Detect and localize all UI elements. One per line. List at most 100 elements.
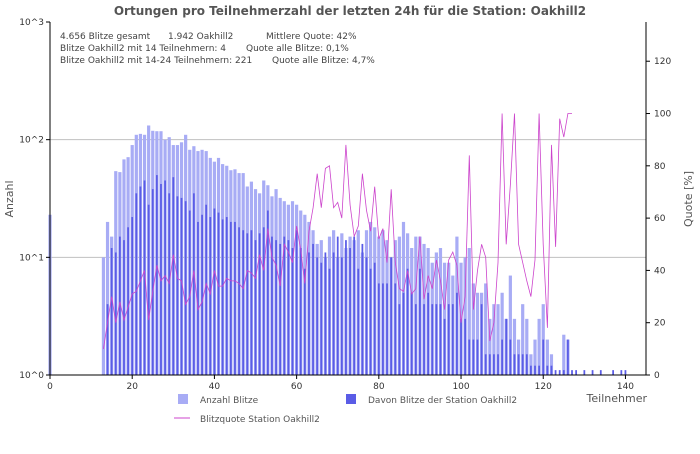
bar-station: [164, 180, 166, 375]
bar-station: [254, 240, 257, 375]
bar-station: [180, 197, 183, 375]
bar-total: [488, 318, 492, 375]
bar-station: [624, 370, 627, 375]
bar-station: [554, 370, 557, 375]
bar-station: [106, 304, 109, 375]
bar-station: [155, 175, 158, 375]
axes-layer: 0 20 40 60 80 100 120 140 10^0 10^1 10^2 10^3 0 20 40 6…: [19, 18, 671, 392]
y-tick-label: 10^2: [19, 136, 44, 146]
bar-station: [447, 304, 450, 375]
bar-station: [394, 283, 397, 375]
bar-station: [271, 236, 273, 375]
x-tick-label: 120: [535, 382, 552, 392]
bar-station: [266, 210, 269, 375]
chart-title: Ortungen pro Teilnehmerzahl der letzten …: [114, 4, 586, 18]
bar-station: [312, 243, 314, 375]
bar-station: [476, 339, 479, 375]
bar-station: [525, 354, 528, 375]
bar-station: [567, 339, 569, 375]
bar-station: [131, 217, 134, 375]
bar-station: [147, 204, 150, 375]
bar-station: [328, 268, 331, 375]
bar-station: [127, 227, 129, 375]
annotation-right: 1.942 Oakhill2: [168, 32, 233, 42]
bar-station: [439, 304, 442, 375]
annotation-right: Quote alle Blitze: 0,1%: [246, 44, 349, 54]
bar-station: [369, 268, 372, 375]
bar-station: [435, 304, 438, 375]
bar-station: [460, 318, 462, 375]
bar-station: [299, 248, 302, 375]
bar-total: [471, 283, 475, 375]
bar-station: [488, 354, 491, 375]
bar-station: [192, 193, 195, 375]
bar-station: [398, 304, 401, 375]
x-tick-label: 140: [617, 382, 634, 392]
x-tick-label: 40: [209, 382, 221, 392]
bar-station: [332, 252, 335, 375]
y2-tick-label: 20: [654, 319, 666, 329]
bar-station: [114, 252, 117, 375]
bar-station: [172, 177, 175, 375]
bar-station: [427, 292, 430, 375]
bar-station: [275, 240, 277, 375]
annotation-left: Blitze Oakhill2 mit 14-24 Teilnehmern: 2…: [60, 56, 252, 66]
x-tick-label: 20: [126, 382, 138, 392]
annotation-left: 4.656 Blitze gesamt: [60, 32, 151, 42]
bar-station: [229, 221, 232, 375]
bar-station: [538, 365, 541, 375]
bar-station: [591, 370, 594, 375]
bar-station: [402, 292, 405, 375]
bar-station: [123, 240, 125, 375]
bar-station: [501, 339, 504, 375]
y2-tick-label: 40: [654, 266, 666, 276]
x-tick-label: 60: [291, 382, 303, 392]
x-tick-label: 0: [47, 382, 53, 392]
bar-station: [431, 304, 434, 375]
bar-station: [612, 370, 614, 375]
bar-station: [558, 370, 561, 375]
y2-tick-label: 0: [654, 371, 660, 381]
bar-total: [463, 257, 467, 375]
annotation-right: Quote alle Blitze: 4,7%: [272, 56, 375, 66]
bar-station: [188, 210, 191, 375]
bar-station: [571, 370, 573, 375]
annotation-extra: Mittlere Quote: 42%: [266, 32, 357, 42]
y2-tick-label: 120: [654, 57, 671, 67]
bar-station: [209, 217, 212, 375]
bar-station: [361, 243, 364, 375]
bar-station: [143, 180, 146, 375]
bar-station: [283, 236, 286, 375]
legend-label-total: Anzahl Blitze: [200, 396, 259, 406]
bar-total: [529, 354, 533, 375]
bar-station: [213, 208, 216, 375]
y2-tick-label: 60: [654, 214, 666, 224]
bar-station: [250, 230, 253, 375]
y-axis-label: Anzahl: [3, 180, 16, 217]
annotation-left: Blitze Oakhill2 mit 14 Teilnehmern: 4: [60, 44, 226, 54]
bar-station: [468, 339, 471, 375]
legend-swatch-station: [346, 394, 356, 404]
bar-station: [118, 236, 121, 375]
bar-total: [537, 318, 541, 375]
bar-station: [205, 204, 208, 375]
bar-station: [377, 283, 380, 375]
bar-station: [509, 339, 512, 375]
bar-station: [365, 257, 368, 375]
bar-station: [419, 268, 421, 375]
y-tick-label: 10^1: [19, 253, 44, 263]
bar-station: [110, 248, 113, 375]
bar-total: [500, 292, 504, 375]
quota-line: [103, 113, 572, 349]
bar-station: [308, 252, 310, 375]
bar-station: [583, 370, 586, 375]
bar-total: [545, 339, 549, 375]
bar-station: [345, 240, 347, 375]
x-tick-label: 80: [373, 382, 385, 392]
bar-station: [287, 240, 290, 375]
bar-station: [258, 233, 261, 375]
bar-station: [390, 257, 393, 375]
bar-station: [521, 354, 524, 375]
bar-station: [517, 354, 520, 375]
